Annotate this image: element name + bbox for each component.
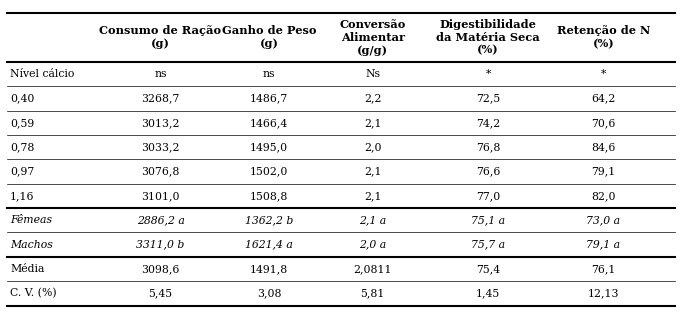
Text: 75,1 a: 75,1 a [471,215,505,225]
Text: 1486,7: 1486,7 [250,93,288,103]
Text: 3,08: 3,08 [257,288,282,298]
Text: Conversão
Alimentar
(g/g): Conversão Alimentar (g/g) [340,19,406,56]
Text: *: * [601,69,606,79]
Text: 64,2: 64,2 [591,93,616,103]
Text: 2886,2 a: 2886,2 a [136,215,184,225]
Text: C. V. (%): C. V. (%) [10,288,57,298]
Text: 2,1: 2,1 [364,191,381,201]
Text: 1362,2 b: 1362,2 b [245,215,293,225]
Text: 1502,0: 1502,0 [250,166,288,176]
Text: 75,4: 75,4 [476,264,500,274]
Text: 0,97: 0,97 [10,166,34,176]
Text: 76,1: 76,1 [591,264,616,274]
Text: Fêmeas: Fêmeas [10,215,53,225]
Text: 1621,4 a: 1621,4 a [246,240,293,250]
Text: 0,78: 0,78 [10,142,35,152]
Text: 75,7 a: 75,7 a [471,240,505,250]
Text: *: * [486,69,491,79]
Text: 5,45: 5,45 [149,288,173,298]
Text: 2,1: 2,1 [364,118,381,128]
Text: 3013,2: 3013,2 [141,118,180,128]
Text: 1,45: 1,45 [476,288,500,298]
Text: 79,1: 79,1 [591,166,615,176]
Text: 3033,2: 3033,2 [141,142,180,152]
Text: Ns: Ns [366,69,381,79]
Text: 76,6: 76,6 [476,166,500,176]
Text: Nível cálcio: Nível cálcio [10,69,74,79]
Text: 3101,0: 3101,0 [141,191,180,201]
Text: Consumo de Ração
(g): Consumo de Ração (g) [100,26,222,49]
Text: 1495,0: 1495,0 [250,142,288,152]
Text: 1508,8: 1508,8 [250,191,288,201]
Text: 2,0: 2,0 [364,142,381,152]
Text: 79,1 a: 79,1 a [587,240,621,250]
Text: 12,13: 12,13 [588,288,619,298]
Text: 77,0: 77,0 [476,191,500,201]
Text: 3098,6: 3098,6 [141,264,180,274]
Text: 2,0811: 2,0811 [353,264,392,274]
Text: 0,59: 0,59 [10,118,34,128]
Text: 82,0: 82,0 [591,191,616,201]
Text: 2,0 a: 2,0 a [359,240,387,250]
Text: Média: Média [10,264,44,274]
Text: Retenção de N
(%): Retenção de N (%) [557,26,650,49]
Text: 0,40: 0,40 [10,93,35,103]
Text: 1491,8: 1491,8 [250,264,288,274]
Text: 2,1 a: 2,1 a [359,215,387,225]
Text: 84,6: 84,6 [591,142,616,152]
Text: 76,8: 76,8 [476,142,500,152]
Text: 1,16: 1,16 [10,191,35,201]
Text: 3268,7: 3268,7 [141,93,180,103]
Text: 3311,0 b: 3311,0 b [136,240,185,250]
Text: Digestibilidade
da Matéria Seca
(%): Digestibilidade da Matéria Seca (%) [436,19,540,56]
Text: 3076,8: 3076,8 [141,166,180,176]
Text: 73,0 a: 73,0 a [587,215,621,225]
Text: 1466,4: 1466,4 [250,118,288,128]
Text: 72,5: 72,5 [476,93,500,103]
Text: 70,6: 70,6 [591,118,616,128]
Text: 74,2: 74,2 [476,118,500,128]
Text: ns: ns [263,69,276,79]
Text: 2,2: 2,2 [364,93,381,103]
Text: Ganho de Peso
(g): Ganho de Peso (g) [222,26,316,49]
Text: 5,81: 5,81 [361,288,385,298]
Text: 2,1: 2,1 [364,166,381,176]
Text: ns: ns [154,69,167,79]
Text: Machos: Machos [10,240,53,250]
